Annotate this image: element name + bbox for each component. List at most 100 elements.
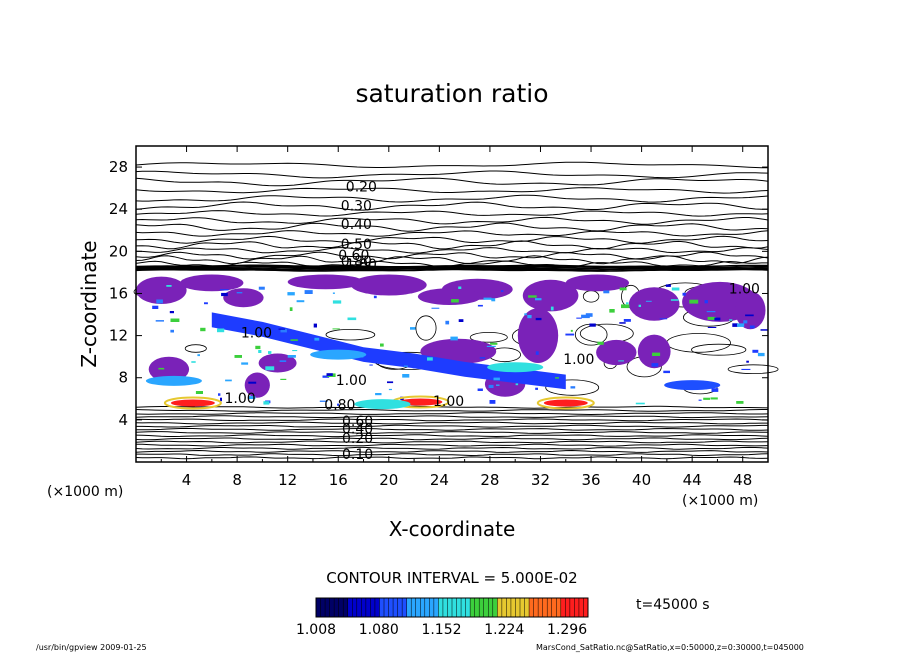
shaded-patch [445, 320, 450, 325]
shaded-blob [596, 339, 637, 366]
contour-label: 0.40 [342, 422, 373, 438]
shaded-patch [290, 339, 298, 341]
shaded-patch [380, 343, 384, 347]
shaded-patch [535, 387, 538, 390]
colorbar-cell [479, 598, 485, 617]
shaded-patch [527, 315, 532, 319]
x-tick-label: 20 [379, 471, 398, 489]
shaded-patch [347, 317, 357, 321]
time-label: t=45000 s [636, 597, 710, 613]
shaded-patch [746, 360, 749, 363]
contour-line [135, 177, 769, 187]
shaded-patch [489, 400, 496, 404]
shaded-patch [501, 290, 504, 292]
colorbar-cell [338, 598, 344, 617]
shaded-patch [703, 397, 710, 400]
contour-loop [545, 379, 600, 396]
supersaturation-peak [543, 399, 588, 407]
shaded-patch [732, 323, 739, 327]
shaded-blob [517, 308, 559, 363]
shaded-patch [550, 306, 554, 311]
shaded-patch [528, 295, 537, 298]
shaded-patch [698, 399, 702, 401]
shaded-patch [619, 322, 626, 324]
shaded-patch [704, 300, 708, 304]
shaded-patch [412, 366, 418, 369]
contour-line [135, 210, 769, 217]
shaded-patch [597, 341, 604, 345]
shaded-patch [451, 299, 459, 303]
shaded-patch [369, 364, 373, 366]
shaded-patch [220, 397, 222, 402]
colorbar-cell [329, 598, 335, 617]
x-tick-label: 44 [683, 471, 702, 489]
contour-line [135, 408, 768, 412]
shaded-patch [619, 287, 627, 291]
shaded-patch [479, 357, 486, 359]
shaded-patch [710, 397, 718, 400]
colorbar-cell [578, 598, 584, 617]
shaded-patch [218, 393, 221, 396]
shaded-patch [621, 304, 630, 309]
contour-line [135, 443, 769, 447]
shaded-regions [136, 274, 768, 410]
shaded-patch [403, 365, 408, 367]
shaded-patch [241, 362, 249, 365]
contour-label: 0.30 [341, 198, 372, 214]
shaded-patch [635, 402, 645, 405]
contour-label: 0.80 [324, 397, 355, 413]
contour-line [135, 405, 769, 409]
colorbar-cell [320, 598, 326, 617]
x-tick-label: 16 [329, 471, 348, 489]
peak-halo [163, 396, 222, 410]
shaded-patch [535, 351, 539, 355]
contour-label: 0.60 [342, 414, 373, 430]
y-tick-label: 20 [109, 242, 128, 260]
shaded-patch [570, 329, 573, 332]
contour-line [135, 431, 768, 434]
shaded-patch [197, 354, 200, 357]
colorbar-cell [397, 598, 403, 617]
chart-title: saturation ratio [355, 79, 548, 108]
shaded-patch [729, 319, 733, 321]
colorbar-cell [429, 598, 435, 617]
colorbar-tick-label: 1.080 [359, 622, 399, 638]
colorbar-cell [356, 598, 362, 617]
shaded-patch [515, 383, 519, 386]
contour-loop [727, 364, 779, 375]
shaded-patch [581, 314, 590, 319]
colorbar-cell [406, 598, 412, 617]
colorbar-tick-label: 1.224 [484, 622, 524, 638]
shaded-patch [707, 316, 716, 320]
colorbar-cell [542, 598, 548, 617]
shaded-patch [304, 290, 313, 294]
shaded-patch [225, 379, 232, 382]
colorbar-cell [379, 598, 385, 617]
colorbar-cell [393, 598, 398, 617]
shaded-patch [268, 351, 272, 354]
contour-line [135, 415, 769, 419]
plot-frame [135, 145, 769, 463]
y-axis-ticks: 4 8 12 16 20 24 28 [109, 158, 768, 429]
shaded-blob [522, 279, 579, 312]
x-tick-label: 32 [531, 471, 550, 489]
contour-loop [325, 329, 376, 341]
shaded-patch [221, 292, 228, 297]
shaded-patch [322, 375, 330, 378]
shaded-patch [623, 319, 631, 322]
contour-line [135, 440, 769, 444]
shaded-blob [735, 291, 766, 330]
shaded-patch [760, 329, 768, 331]
shaded-patch [706, 311, 716, 313]
shaded-blob [628, 287, 680, 321]
x-axis-unit: (×1000 m) [682, 493, 758, 509]
shaded-patch [191, 361, 196, 363]
shaded-patch [603, 290, 610, 294]
colorbar-cell [456, 598, 462, 617]
colorbar-tick-label: 1.008 [296, 622, 336, 638]
shaded-patch [289, 307, 293, 311]
shaded-blob [565, 274, 630, 292]
colorbar-cell [411, 598, 417, 617]
contour-label: 1.00 [346, 257, 377, 273]
shaded-patch [743, 320, 748, 324]
